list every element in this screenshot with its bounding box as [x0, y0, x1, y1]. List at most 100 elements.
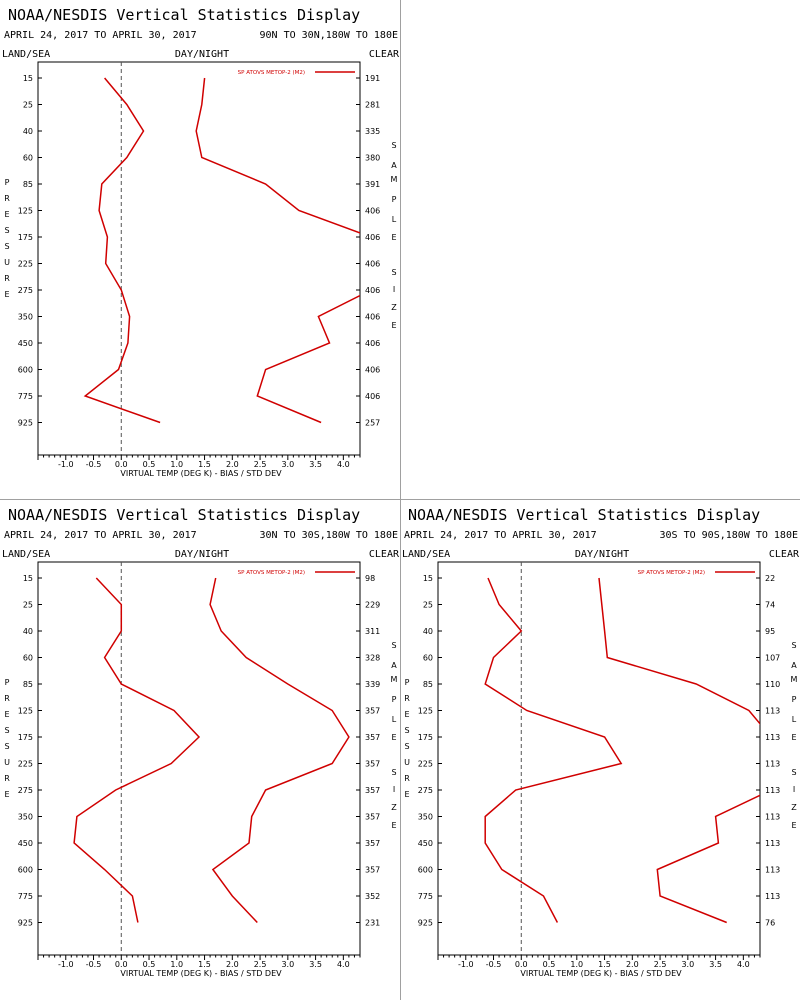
- bias-series-line: [73, 577, 201, 923]
- pressure-tick-label: 125: [18, 207, 33, 216]
- x-tick-label: 2.0: [226, 460, 239, 469]
- pressure-tick-label: 600: [18, 866, 33, 875]
- date-range: APRIL 24, 2017 TO APRIL 30, 2017: [4, 30, 197, 41]
- pressure-tick-label: 60: [423, 654, 433, 663]
- bias-series-line: [83, 77, 161, 424]
- x-tick-label: -1.0: [458, 960, 474, 969]
- sample-size-label: 281: [365, 101, 380, 110]
- sample-size-label: 113: [765, 866, 780, 875]
- series-group: [83, 77, 360, 424]
- pressure-tick-label: 40: [423, 627, 433, 636]
- pressure-tick-label: 85: [423, 680, 433, 689]
- x-tick-label: 3.0: [281, 960, 294, 969]
- sample-size-label: 357: [365, 813, 380, 822]
- pressure-tick-label: 350: [418, 813, 433, 822]
- x-tick-label: 3.0: [681, 960, 694, 969]
- x-tick-label: 2.0: [226, 960, 239, 969]
- vertical-divider: [400, 0, 401, 1000]
- sample-size-label: 74: [765, 601, 775, 610]
- sample-size-label: 76: [765, 919, 775, 928]
- std-dev-series-line: [195, 77, 360, 424]
- x-axis-title: VIRTUAL TEMP (DEG K) - BIAS / STD DEV: [520, 969, 682, 978]
- x-tick-label: 1.0: [170, 960, 183, 969]
- pressure-tick-label: 125: [418, 707, 433, 716]
- chart-panel-north: NOAA/NESDIS Vertical Statistics Display A…: [2, 6, 400, 478]
- legend-label: SP ATOVS METOP-2 (M2): [638, 570, 705, 576]
- horizontal-divider: [0, 499, 800, 500]
- pressure-tick-label: 450: [18, 839, 33, 848]
- pressure-tick-label: 175: [18, 733, 33, 742]
- pressure-tick-label: 450: [18, 339, 33, 348]
- pressure-tick-label: 40: [23, 127, 33, 136]
- x-tick-label: 0.5: [143, 960, 156, 969]
- clear-label: CLEAR: [369, 49, 400, 60]
- sample-size-label: 357: [365, 839, 380, 848]
- chart-title: NOAA/NESDIS Vertical Statistics Display: [8, 6, 360, 24]
- sample-size-label: 110: [765, 680, 780, 689]
- sample-size-label: 406: [365, 392, 380, 401]
- pressure-tick-label: 775: [18, 392, 33, 401]
- x-tick-label: 0.5: [143, 460, 156, 469]
- sample-size-label: 357: [365, 707, 380, 716]
- sample-size-label: 328: [365, 654, 380, 663]
- date-range: APRIL 24, 2017 TO APRIL 30, 2017: [404, 530, 597, 541]
- std-dev-series-line: [209, 577, 350, 924]
- land-sea-label: LAND/SEA: [402, 549, 450, 560]
- series-group: [484, 577, 760, 924]
- pressure-tick-label: 275: [18, 786, 33, 795]
- sample-size-label: 113: [765, 839, 780, 848]
- chart-panel-tropics: NOAA/NESDIS Vertical Statistics Display A…: [2, 506, 400, 978]
- day-night-label: DAY/NIGHT: [175, 549, 229, 560]
- sample-size-label: 113: [765, 786, 780, 795]
- chart-title: NOAA/NESDIS Vertical Statistics Display: [8, 506, 360, 524]
- x-tick-label: -0.5: [86, 460, 102, 469]
- sample-size-label: 357: [365, 786, 380, 795]
- pressure-tick-label: 925: [418, 919, 433, 928]
- sample-size-label: 357: [365, 733, 380, 742]
- x-tick-label: -1.0: [58, 960, 74, 969]
- x-tick-label: 0.0: [515, 960, 528, 969]
- sample-size-label: 406: [365, 207, 380, 216]
- day-night-label: DAY/NIGHT: [175, 49, 229, 60]
- sample-size-label: 391: [365, 180, 380, 189]
- pressure-tick-label: 600: [18, 366, 33, 375]
- pressure-tick-label: 275: [18, 286, 33, 295]
- pressure-tick-label: 350: [18, 313, 33, 322]
- sample-size-label: 406: [365, 366, 380, 375]
- sample-size-label: 406: [365, 339, 380, 348]
- sample-size-label: 357: [365, 760, 380, 769]
- sample-size-label: 231: [365, 919, 380, 928]
- x-tick-label: 2.5: [254, 460, 267, 469]
- clear-label: CLEAR: [369, 549, 400, 560]
- pressure-tick-label: 275: [418, 786, 433, 795]
- pressure-tick-label: 925: [18, 919, 33, 928]
- region-label: 30S TO 90S,180W TO 180E: [660, 530, 798, 541]
- chart-title: NOAA/NESDIS Vertical Statistics Display: [408, 506, 760, 524]
- pressure-tick-label: 225: [418, 760, 433, 769]
- sample-size-label: 406: [365, 260, 380, 269]
- x-tick-label: 4.0: [337, 460, 350, 469]
- x-tick-label: 0.5: [543, 960, 556, 969]
- pressure-tick-label: 85: [23, 180, 33, 189]
- sample-size-label: 191: [365, 74, 380, 83]
- pressure-tick-label: 225: [18, 260, 33, 269]
- pressure-tick-label: 450: [418, 839, 433, 848]
- date-range: APRIL 24, 2017 TO APRIL 30, 2017: [4, 530, 197, 541]
- sample-size-label: 380: [365, 154, 380, 163]
- x-axis-title: VIRTUAL TEMP (DEG K) - BIAS / STD DEV: [120, 969, 282, 978]
- pressure-tick-label: 350: [18, 813, 33, 822]
- sample-size-label: 98: [365, 574, 375, 583]
- x-tick-label: 2.5: [254, 960, 267, 969]
- sample-size-label: 113: [765, 733, 780, 742]
- x-tick-label: 3.5: [709, 960, 722, 969]
- pressure-tick-label: 600: [418, 866, 433, 875]
- x-tick-label: 3.5: [309, 460, 322, 469]
- region-label: 90N TO 30N,180W TO 180E: [260, 30, 398, 41]
- x-tick-label: -1.0: [58, 460, 74, 469]
- pressure-tick-label: 775: [18, 892, 33, 901]
- plot-frame: [37, 561, 361, 956]
